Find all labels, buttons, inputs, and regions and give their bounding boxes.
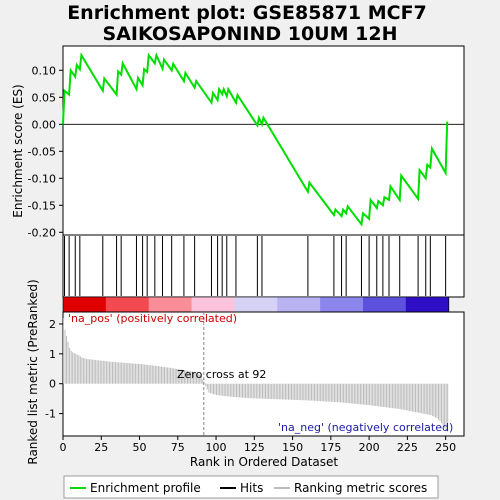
es-y-label: Enrichment score (ES) bbox=[11, 84, 25, 217]
ranking-metric-bars bbox=[63, 317, 449, 432]
ranking-y-label: Ranked list metric (PreRanked) bbox=[26, 279, 40, 464]
legend bbox=[63, 475, 439, 499]
es-y-tick-label: -0.05 bbox=[28, 145, 56, 158]
chart-subtitle: SAIKOSAPONIND 10UM 12H bbox=[103, 23, 398, 45]
es-y-tick-label: 0.10 bbox=[32, 64, 57, 77]
color-bar-segment bbox=[105, 297, 150, 312]
x-axis-label: Rank in Ordered Dataset bbox=[190, 455, 338, 469]
x-tick-label: 175 bbox=[320, 441, 341, 454]
x-tick-label: 75 bbox=[171, 441, 185, 454]
legend-label-ranking-metric: Ranking metric scores bbox=[294, 481, 427, 495]
color-bar-segment bbox=[320, 297, 364, 312]
ranking-y-tick-label: 0 bbox=[49, 378, 56, 391]
es-y-tick-label: -0.10 bbox=[28, 172, 56, 185]
hits-marks bbox=[64, 236, 447, 296]
color-bar-segment bbox=[362, 297, 407, 312]
pos-correlated-label: 'na_pos' (positively correlated) bbox=[68, 312, 237, 325]
x-tick-label: 150 bbox=[282, 441, 303, 454]
ranking-y-tick-label: 1 bbox=[49, 348, 56, 361]
x-tick-label: 25 bbox=[94, 441, 108, 454]
es-y-tick-label: 0.05 bbox=[32, 91, 57, 104]
es-y-axis: -0.20 -0.15 -0.10 -0.05 0.00 0.05 0.10 bbox=[28, 64, 63, 239]
ranking-panel bbox=[62, 311, 465, 437]
color-bar-segment bbox=[234, 297, 278, 312]
chart-title: Enrichment plot: GSE85871 MCF7 bbox=[67, 2, 427, 24]
es-y-tick-label: -0.15 bbox=[28, 199, 56, 212]
x-tick-label: 225 bbox=[397, 441, 418, 454]
color-bar-segment bbox=[405, 297, 450, 312]
ranking-y-axis: -1 0 1 2 bbox=[45, 318, 63, 421]
ranking-y-tick-label: 2 bbox=[49, 318, 56, 331]
x-tick-label: 100 bbox=[206, 441, 227, 454]
ranking-color-bar bbox=[62, 296, 450, 313]
color-bar-segment bbox=[191, 297, 235, 312]
es-series-line bbox=[62, 51, 449, 227]
x-axis: 0 25 50 75 100 125 150 175 200 225 250 bbox=[60, 436, 456, 454]
x-tick-label: 125 bbox=[244, 441, 265, 454]
legend-label-enrichment-profile: Enrichment profile bbox=[90, 481, 201, 495]
es-panel bbox=[62, 45, 465, 236]
ranking-y-tick-label: -1 bbox=[45, 408, 56, 421]
color-bar-segment bbox=[63, 297, 107, 312]
zero-cross-label: Zero cross at 92 bbox=[177, 368, 266, 381]
hits-panel bbox=[62, 234, 465, 298]
x-tick-label: 200 bbox=[359, 441, 380, 454]
color-bar-segment bbox=[148, 297, 193, 312]
es-y-tick-label: -0.20 bbox=[28, 226, 56, 239]
x-tick-label: 250 bbox=[435, 441, 456, 454]
color-bar-segment bbox=[277, 297, 321, 312]
legend-label-hits: Hits bbox=[240, 481, 263, 495]
x-tick-label: 0 bbox=[60, 441, 67, 454]
es-y-tick-label: 0.00 bbox=[32, 118, 57, 131]
neg-correlated-label: 'na_neg' (negatively correlated) bbox=[278, 421, 453, 434]
x-tick-label: 50 bbox=[133, 441, 147, 454]
